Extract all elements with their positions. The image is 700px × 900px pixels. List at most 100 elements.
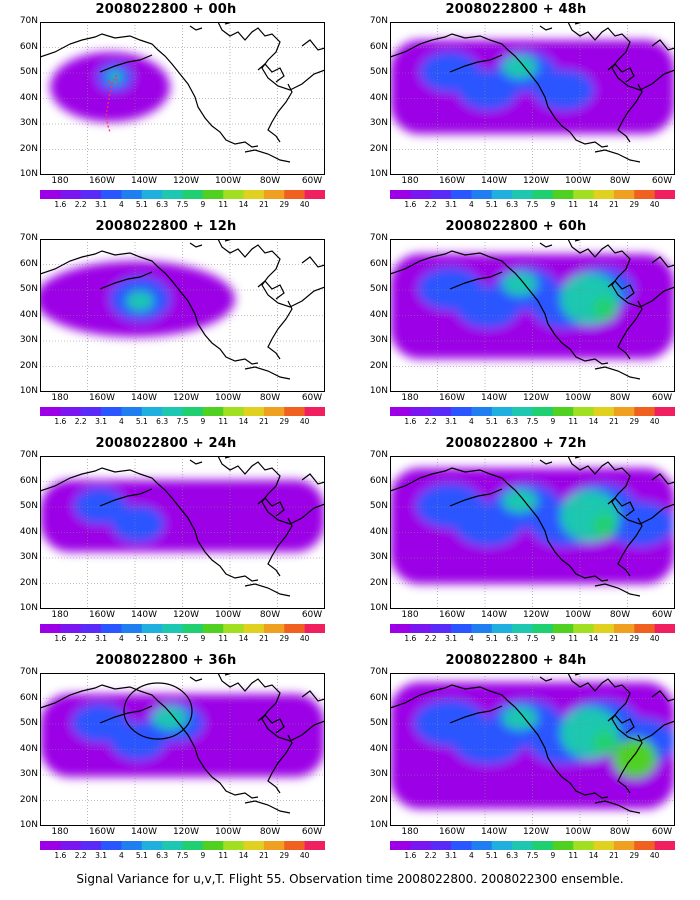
colorbar-swatch <box>141 841 163 850</box>
colorbar-label: 7.5 <box>526 200 539 209</box>
lat-tick-label: 70N <box>19 667 38 677</box>
colorbar-swatch <box>491 407 513 416</box>
lon-tick-label: 160W <box>88 610 116 620</box>
colorbar-label: 11 <box>568 417 578 426</box>
colorbar-label: 40 <box>299 200 310 209</box>
colorbar-label: 14 <box>588 417 599 426</box>
map-plot <box>40 239 325 392</box>
colorbar-swatch <box>613 841 635 850</box>
colorbar-swatch <box>512 841 533 850</box>
colorbar-label: 4 <box>119 200 124 209</box>
colorbar-label: 7.5 <box>526 634 539 643</box>
lat-tick-label: 70N <box>19 233 38 243</box>
colorbar-label: 3.1 <box>95 851 108 860</box>
colorbar-label: 3.1 <box>95 200 108 209</box>
colorbar-label: 5.1 <box>135 634 148 643</box>
colorbar-label: 29 <box>279 417 290 426</box>
lon-tick-label: 100W <box>214 393 242 403</box>
lon-tick-label: 120W <box>172 176 200 186</box>
lon-tick-label: 120W <box>522 393 550 403</box>
map-plot <box>390 673 675 826</box>
colorbar-label: 2.2 <box>424 417 437 426</box>
colorbar-label: 14 <box>238 417 249 426</box>
colorbar-label: 7.5 <box>176 200 189 209</box>
lat-tick-label: 20N <box>19 794 38 805</box>
coastline <box>390 239 675 380</box>
colorbar-label: 6.3 <box>506 634 519 643</box>
colorbar-swatch <box>430 841 452 850</box>
colorbar-swatch <box>390 190 411 199</box>
colorbar-swatch <box>162 407 183 416</box>
colorbar-label: 1.6 <box>404 634 417 643</box>
coastline <box>40 22 325 163</box>
colorbar-swatch <box>243 624 265 633</box>
colorbar-label: 9 <box>200 851 206 860</box>
colorbar-swatch <box>451 190 472 199</box>
colorbar-swatch <box>202 407 224 416</box>
lon-tick-label: 80W <box>259 393 281 403</box>
lat-tick-label: 50N <box>369 718 388 728</box>
colorbar-swatch <box>223 190 245 199</box>
map-panel: 2008022800 + 84h 70N 60N 50N 40N 30N 20N 10N 180… <box>350 653 682 871</box>
colorbar-label: 11 <box>218 417 228 426</box>
lat-tick-label: 10N <box>369 169 388 179</box>
highlight-circle <box>123 682 193 740</box>
colorbar-swatch <box>304 624 325 633</box>
colorbar-label: 1.6 <box>54 200 67 209</box>
colorbar-label: 4 <box>119 417 124 426</box>
colorbar-label: 7.5 <box>526 851 539 860</box>
colorbar-label: 9 <box>550 417 556 426</box>
lon-tick-label: 60W <box>651 393 673 403</box>
lon-tick-label: 160W <box>88 827 116 837</box>
lat-tick-label: 40N <box>369 92 388 103</box>
colorbar-label: 21 <box>609 200 619 209</box>
lon-tick-label: 100W <box>214 610 242 620</box>
colorbar-label: 40 <box>299 634 310 643</box>
colorbar-swatch <box>141 624 163 633</box>
colorbar-label: 21 <box>259 851 269 860</box>
lat-tick-label: 60N <box>19 258 38 269</box>
lon-tick-label: 120W <box>522 827 550 837</box>
colorbar-label: 21 <box>259 200 269 209</box>
colorbar-swatch <box>284 624 306 633</box>
colorbar-label: 5.1 <box>135 851 148 860</box>
colorbar-label: 9 <box>200 200 206 209</box>
colorbar-swatch <box>121 624 143 633</box>
colorbar-label: 40 <box>649 417 660 426</box>
colorbar <box>390 190 675 199</box>
lon-tick-label: 120W <box>172 827 200 837</box>
lat-tick-label: 70N <box>369 233 388 243</box>
colorbar-swatch <box>552 407 574 416</box>
lat-tick-label: 60N <box>369 692 388 703</box>
colorbar-label: 21 <box>259 634 269 643</box>
colorbar-swatch <box>410 624 432 633</box>
lon-tick-label: 140W <box>130 827 158 837</box>
lat-tick-label: 60N <box>19 41 38 52</box>
colorbar-label: 3.1 <box>445 417 458 426</box>
lat-tick-label: 60N <box>369 41 388 52</box>
colorbar-swatch <box>532 841 554 850</box>
colorbar-swatch <box>304 407 325 416</box>
colorbar-label: 29 <box>279 851 290 860</box>
colorbar-label: 11 <box>218 851 228 860</box>
colorbar-swatch <box>512 190 533 199</box>
colorbar-swatch <box>263 190 285 199</box>
colorbar-label: 1.6 <box>54 634 67 643</box>
colorbar-swatch <box>162 190 183 199</box>
colorbar-swatch <box>284 407 306 416</box>
colorbar-label: 3.1 <box>445 200 458 209</box>
lat-tick-label: 30N <box>19 118 38 128</box>
colorbar-swatch <box>162 624 183 633</box>
colorbar-swatch <box>101 841 122 850</box>
colorbar-label: 14 <box>238 634 249 643</box>
lat-tick-label: 40N <box>19 526 38 537</box>
colorbar-label: 6.3 <box>156 200 169 209</box>
lat-tick-label: 50N <box>19 67 38 77</box>
coastline <box>40 456 325 597</box>
colorbar-label: 14 <box>238 851 249 860</box>
colorbar-swatch <box>141 190 163 199</box>
lon-tick-label: 180 <box>51 827 69 837</box>
lat-tick-label: 30N <box>19 769 38 779</box>
colorbar-swatch <box>634 407 656 416</box>
lon-tick-label: 100W <box>564 827 592 837</box>
